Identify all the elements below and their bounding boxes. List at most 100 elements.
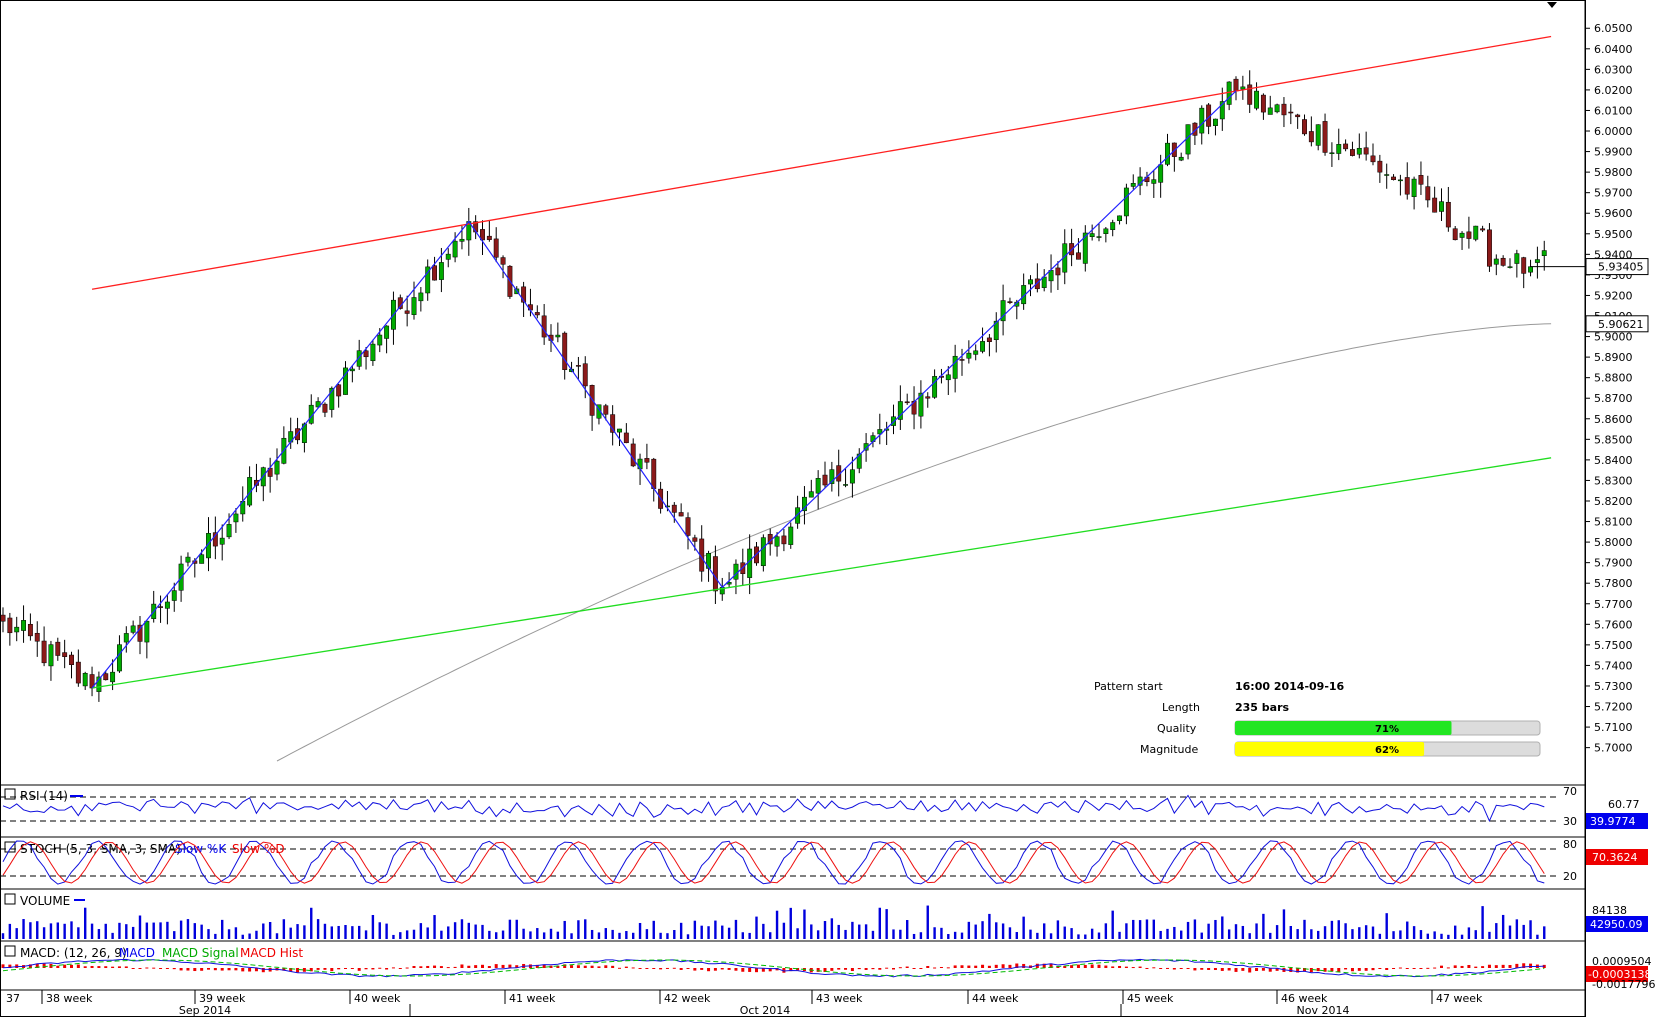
macd-pane[interactable]: MACD: (12, 26, 9) MACD MACD Signal MACD … xyxy=(0,940,1655,991)
volume-pane[interactable]: VOLUME 84138 42950.09 xyxy=(0,888,1648,939)
macd-hist-bar xyxy=(35,963,39,968)
macd-hist-bar xyxy=(419,966,423,968)
candle-body xyxy=(747,548,753,578)
stoch-pane[interactable]: STOCH (5, 3, SMA, 3, SMA) Slow %K Slow %… xyxy=(0,836,1648,885)
volume-bar xyxy=(878,907,881,939)
volume-bar xyxy=(1255,923,1258,939)
macd-hist-bar xyxy=(254,968,258,972)
candle-body xyxy=(822,474,828,486)
macd-hist-bar xyxy=(200,968,204,971)
macd-hist-bar xyxy=(1220,968,1224,971)
macd-hist-bar xyxy=(535,964,539,968)
macd-hist-bar xyxy=(837,968,841,970)
current-price-tag xyxy=(1585,258,1649,276)
price-tick-label: 5.7100 xyxy=(1594,721,1633,734)
macd-hist-bar xyxy=(755,968,758,973)
macd-hist-bar xyxy=(1337,968,1341,972)
macd-hist-bar xyxy=(597,966,601,968)
candle-body xyxy=(69,654,74,665)
volume-bar xyxy=(611,929,614,939)
volume-bar xyxy=(200,924,203,939)
macd-hist-bar xyxy=(987,965,991,968)
candle-body xyxy=(329,387,335,410)
candle-body xyxy=(418,292,424,302)
month-label: Sep 2014 xyxy=(179,1004,231,1017)
macd-hist-bar xyxy=(145,967,149,969)
candle-body xyxy=(1130,183,1136,187)
price-tick-label: 5.7600 xyxy=(1594,618,1633,631)
macd-value: -0.0003138 xyxy=(1588,968,1651,981)
volume-bar xyxy=(1351,929,1354,939)
candle-body xyxy=(925,396,931,399)
macd-hist-bar xyxy=(207,968,210,970)
macd-hist-bar xyxy=(501,964,505,968)
candle-body xyxy=(219,537,225,545)
volume-bar xyxy=(358,925,361,939)
candle-body xyxy=(62,652,68,657)
macd-hist-bar xyxy=(1508,965,1512,968)
volume-bar xyxy=(63,923,66,939)
macd-hist-bar xyxy=(330,968,334,972)
candle-body xyxy=(117,644,122,672)
price-tick-label: 5.7700 xyxy=(1594,598,1633,611)
candle-body xyxy=(404,310,410,314)
macd-hist-bar xyxy=(1152,967,1156,969)
volume-bar xyxy=(282,919,286,939)
candle-body xyxy=(582,363,588,387)
macd-hist-bar xyxy=(289,968,293,972)
volume-bar xyxy=(755,916,758,939)
volume-bar xyxy=(419,923,423,939)
macd-hist-bar xyxy=(700,968,704,970)
candle-body xyxy=(1165,142,1170,165)
candle-body xyxy=(959,359,965,361)
volume-label: VOLUME xyxy=(20,894,70,908)
macd-hist-bar xyxy=(933,967,937,969)
price-tick-label: 6.0500 xyxy=(1594,22,1633,35)
macd-hist-bar xyxy=(398,968,402,969)
candle-body xyxy=(1034,278,1040,290)
stoch-value-tag xyxy=(1586,849,1648,865)
pattern-start-value: 16:00 2014-09-16 xyxy=(1235,680,1345,693)
time-axis: 37 38 week 39 week 40 week 41 week 42 week 43 … xyxy=(0,0,1586,1017)
volume-bar xyxy=(1488,931,1491,939)
candle-body xyxy=(1356,147,1362,155)
rsi-close-box[interactable] xyxy=(4,788,16,800)
volume-close-box[interactable] xyxy=(4,893,16,905)
macd-hist-bar xyxy=(138,968,142,969)
volume-bar xyxy=(1077,934,1080,939)
volume-bar xyxy=(1221,916,1224,939)
week-label: 45 week xyxy=(1127,992,1174,1005)
macd-hist-bar xyxy=(1426,967,1430,969)
price-tick-label: 5.8600 xyxy=(1594,413,1633,426)
macd-close-box[interactable] xyxy=(4,945,16,957)
length-label: Length xyxy=(1162,701,1200,714)
scroll-marker-icon[interactable] xyxy=(1547,2,1557,8)
volume-bar xyxy=(1015,932,1018,939)
macd-hist-bar xyxy=(76,964,80,968)
macd-hist-bar xyxy=(912,968,916,969)
volume-bar xyxy=(953,931,957,939)
macd-hist-bar xyxy=(576,965,580,968)
volume-bar xyxy=(385,923,388,939)
price-tick-label: 5.8300 xyxy=(1594,474,1633,487)
macd-hist-bar xyxy=(1364,968,1368,971)
rsi-pane[interactable]: RSI (14) 70 30 60.77 39.9774 xyxy=(0,784,1648,829)
macd-hist-bar xyxy=(481,964,484,968)
volume-bar xyxy=(1022,916,1025,939)
volume-bar xyxy=(1104,923,1108,939)
macd-hist-bar xyxy=(707,968,711,972)
main-price-pane[interactable] xyxy=(0,35,1552,762)
candle-body xyxy=(336,384,342,397)
candle-body xyxy=(760,537,766,567)
volume-bar xyxy=(577,920,580,939)
volume-bar xyxy=(933,927,936,939)
macd-hist-bar xyxy=(467,965,471,968)
stoch-close-box[interactable] xyxy=(4,841,16,853)
candle-body xyxy=(802,496,807,512)
macd-hist-bar xyxy=(727,968,731,970)
volume-value: 42950.09 xyxy=(1590,918,1643,931)
volume-bar xyxy=(364,930,368,939)
price-tick-label: 5.9600 xyxy=(1594,207,1633,220)
macd-hist-bar xyxy=(1350,968,1354,972)
